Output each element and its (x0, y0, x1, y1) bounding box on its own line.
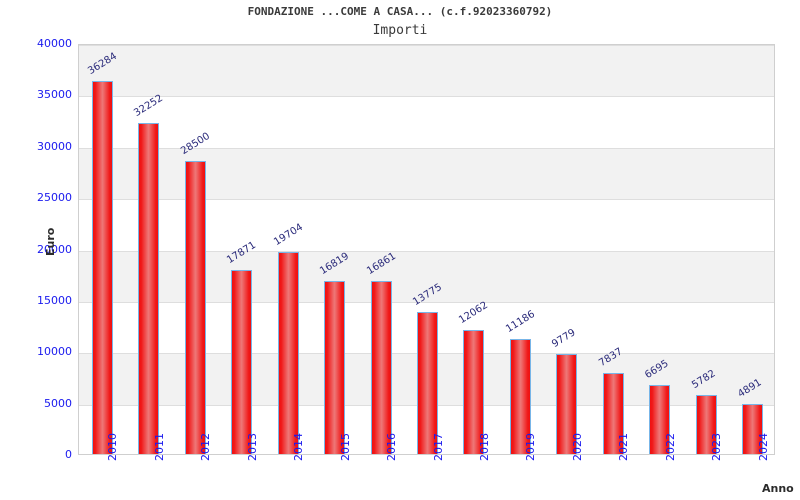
chart-title: FONDAZIONE ...COME A CASA... (c.f.920233… (247, 5, 553, 18)
bar[interactable] (231, 270, 253, 454)
x-axis-tick-label: 2024 (756, 433, 770, 461)
x-axis-tick-label: 2023 (710, 433, 724, 461)
x-axis-tick-label: 2015 (338, 433, 352, 461)
y-axis-tick-label: 40000 (37, 37, 72, 50)
chart-subtitle: Importi (372, 23, 428, 38)
y-axis-tick-label: 5000 (44, 396, 72, 410)
bar[interactable] (742, 403, 764, 454)
y-axis-tick-label: 30000 (37, 139, 72, 153)
y-axis-tick-label: 15000 (37, 293, 72, 307)
x-axis-tick-label: 2014 (292, 433, 306, 461)
bar[interactable] (138, 122, 160, 454)
gridline (79, 45, 774, 46)
x-axis-tick-label: 2010 (106, 433, 120, 461)
bar[interactable] (184, 161, 206, 454)
x-axis-tick-label: 2017 (431, 433, 445, 461)
gridline (79, 148, 774, 149)
bar[interactable] (602, 373, 624, 454)
x-axis-tick-label: 2016 (385, 433, 399, 461)
x-axis-tick-label: 2022 (663, 433, 677, 461)
bar[interactable] (277, 251, 299, 454)
gridline (79, 199, 774, 200)
x-axis-tick-label: 2018 (477, 433, 491, 461)
bar[interactable] (509, 339, 531, 454)
bar[interactable] (556, 353, 578, 454)
x-axis-tick-label: 2019 (524, 433, 538, 461)
y-axis-title: Euro (44, 227, 57, 256)
x-axis-tick-label: 2020 (570, 433, 584, 461)
plot-area (78, 44, 775, 455)
gridline (79, 302, 774, 303)
bar[interactable] (417, 312, 438, 454)
y-axis-tick-label: 25000 (37, 191, 72, 205)
x-axis-title: Anno (762, 482, 794, 495)
x-axis-tick-label: 2013 (245, 433, 259, 461)
y-axis-tick-label: 0 (65, 448, 72, 461)
bar[interactable] (649, 385, 671, 454)
y-axis-tick-label: 20000 (37, 242, 72, 256)
bar[interactable] (463, 330, 485, 454)
y-axis-tick-label: 10000 (37, 345, 72, 359)
y-axis-tick-labels: 0 5000 10000 15000 20000 25000 30000 35000 40000 (0, 0, 72, 500)
background-band (79, 45, 774, 97)
x-axis-tick-label: 2011 (152, 433, 166, 461)
gridline (79, 251, 774, 252)
y-axis-tick-label: 35000 (37, 88, 72, 102)
bar[interactable] (324, 281, 346, 454)
bar[interactable] (695, 394, 717, 454)
x-axis-tick-label: 2021 (617, 433, 631, 461)
bar[interactable] (370, 280, 392, 454)
gridline (79, 96, 774, 97)
bar[interactable] (91, 81, 113, 454)
x-axis-tick-label: 2012 (199, 433, 213, 461)
